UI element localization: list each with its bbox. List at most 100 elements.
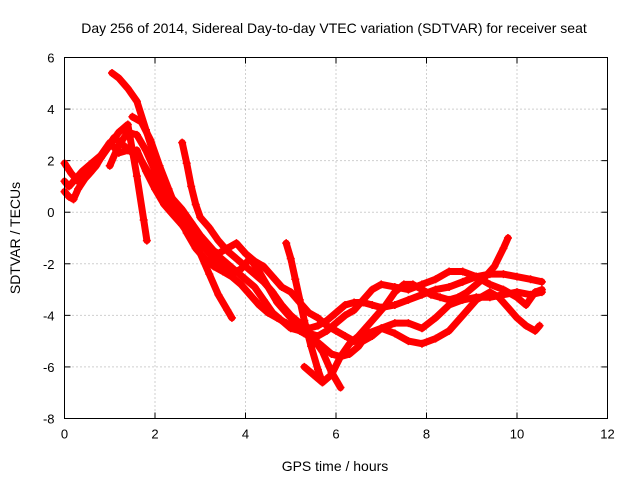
data-point bbox=[494, 293, 503, 302]
data-point bbox=[187, 218, 196, 227]
data-point bbox=[214, 236, 223, 245]
data-point bbox=[472, 272, 481, 281]
data-point bbox=[431, 334, 440, 343]
data-point bbox=[246, 290, 255, 299]
data-point bbox=[128, 148, 137, 157]
data-point bbox=[164, 185, 173, 194]
data-point bbox=[431, 285, 440, 294]
chart-title: Day 256 of 2014, Sidereal Day-to-day VTE… bbox=[81, 20, 587, 36]
data-point bbox=[313, 365, 322, 374]
data-point bbox=[345, 350, 354, 359]
data-point bbox=[196, 213, 205, 222]
y-tick-label: 4 bbox=[47, 102, 54, 117]
data-point bbox=[218, 267, 227, 276]
data-point bbox=[214, 290, 223, 299]
data-point bbox=[363, 321, 372, 330]
data-point bbox=[286, 254, 295, 263]
data-point bbox=[481, 272, 490, 281]
x-tick-label: 8 bbox=[423, 427, 430, 442]
data-point bbox=[485, 288, 494, 297]
data-point bbox=[417, 324, 426, 333]
data-point bbox=[259, 295, 268, 304]
data-point bbox=[390, 319, 399, 328]
x-tick-label: 6 bbox=[332, 427, 339, 442]
data-point bbox=[399, 280, 408, 289]
data-point bbox=[445, 267, 454, 276]
y-tick-label: 0 bbox=[47, 205, 54, 220]
data-point bbox=[417, 339, 426, 348]
data-point bbox=[108, 68, 117, 77]
data-point bbox=[295, 295, 304, 304]
data-point bbox=[259, 262, 268, 271]
data-point bbox=[146, 136, 155, 145]
data-point bbox=[463, 288, 472, 297]
data-point bbox=[200, 254, 209, 263]
data-point bbox=[499, 270, 508, 279]
data-point bbox=[368, 301, 377, 310]
data-point bbox=[537, 277, 546, 286]
data-point bbox=[241, 275, 250, 284]
data-point bbox=[345, 339, 354, 348]
series-line-8 bbox=[282, 239, 326, 386]
data-point bbox=[535, 321, 544, 330]
data-point bbox=[445, 326, 454, 335]
y-axis-label: SDTVAR / TECUs bbox=[7, 182, 23, 294]
data-point bbox=[78, 166, 87, 175]
y-tick-label: 6 bbox=[47, 51, 54, 66]
data-point bbox=[445, 282, 454, 291]
data-point bbox=[313, 313, 322, 322]
data-point bbox=[526, 275, 535, 284]
data-point bbox=[268, 288, 277, 297]
data-point bbox=[522, 301, 531, 310]
data-point bbox=[277, 282, 286, 291]
data-point bbox=[359, 337, 368, 346]
data-point bbox=[286, 311, 295, 320]
data-point bbox=[431, 275, 440, 284]
data-point bbox=[417, 285, 426, 294]
data-point bbox=[458, 277, 467, 286]
data-point bbox=[69, 195, 78, 204]
data-point bbox=[191, 200, 200, 209]
data-point bbox=[223, 246, 232, 255]
x-tick-label: 10 bbox=[510, 427, 524, 442]
data-point bbox=[307, 342, 316, 351]
data-point bbox=[531, 288, 540, 297]
data-point bbox=[537, 285, 546, 294]
data-point bbox=[250, 257, 259, 266]
data-point bbox=[74, 177, 83, 186]
data-point bbox=[522, 321, 531, 330]
data-point bbox=[431, 313, 440, 322]
data-point bbox=[146, 172, 155, 181]
data-point bbox=[282, 239, 291, 248]
data-point bbox=[381, 301, 390, 310]
data-point bbox=[291, 275, 300, 284]
data-point bbox=[404, 337, 413, 346]
data-point bbox=[137, 156, 146, 165]
data-point bbox=[114, 141, 123, 150]
data-point bbox=[404, 295, 413, 304]
data-point bbox=[503, 303, 512, 312]
data-point bbox=[268, 272, 277, 281]
data-point bbox=[241, 262, 250, 271]
data-point bbox=[223, 259, 232, 268]
data-point bbox=[332, 308, 340, 317]
data-point bbox=[241, 249, 250, 258]
data-point bbox=[232, 239, 241, 248]
data-point bbox=[232, 267, 241, 276]
data-point bbox=[350, 306, 359, 315]
data-point bbox=[318, 378, 327, 387]
data-point bbox=[513, 272, 521, 281]
y-tick-label: -8 bbox=[43, 412, 55, 427]
data-point bbox=[209, 262, 218, 271]
data-point bbox=[336, 352, 345, 361]
data-point bbox=[137, 117, 146, 126]
data-point bbox=[309, 370, 318, 379]
data-point bbox=[259, 277, 268, 286]
data-point bbox=[196, 231, 205, 240]
data-point bbox=[277, 301, 286, 310]
data-point bbox=[255, 301, 264, 310]
data-point bbox=[332, 326, 340, 335]
data-point bbox=[151, 166, 159, 175]
data-point bbox=[472, 295, 481, 304]
